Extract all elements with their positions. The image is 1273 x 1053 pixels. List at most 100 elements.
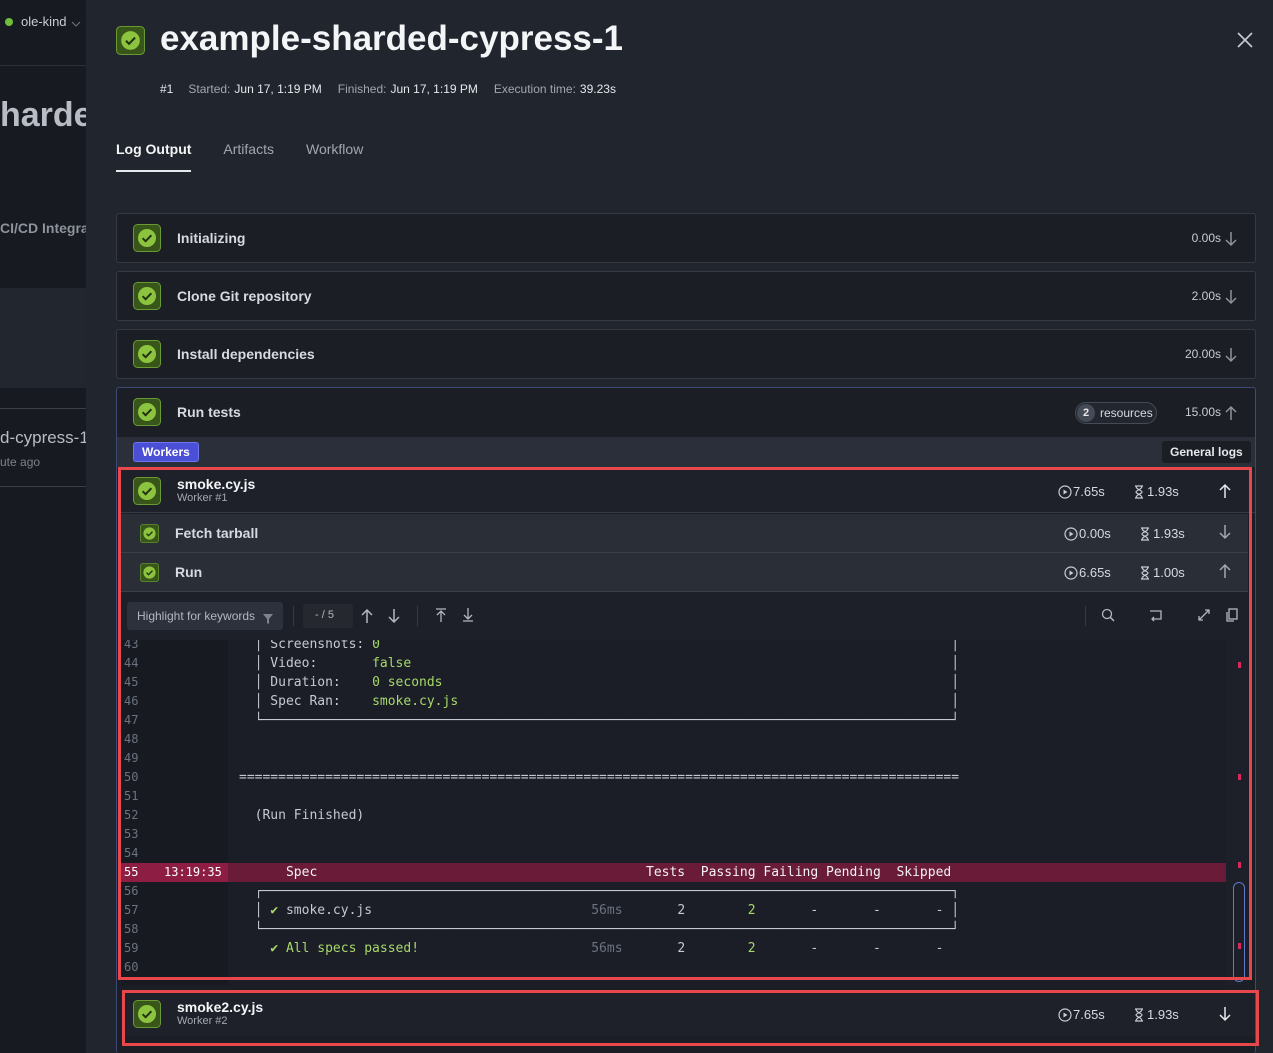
- log-text: 2: [622, 941, 748, 956]
- step-duration: 0.00s: [1191, 231, 1221, 245]
- log-text: │: [411, 656, 960, 671]
- fullscreen-button[interactable]: [1197, 608, 1211, 627]
- tab-underline: [116, 170, 192, 172]
- log-line: │ Screenshots: 0 │: [239, 640, 959, 654]
- expand-arrow[interactable]: [1224, 405, 1238, 426]
- expand-arrow[interactable]: [1218, 524, 1232, 545]
- scrollbar-thumb[interactable]: [1233, 882, 1245, 982]
- log-text: ✔: [270, 903, 279, 918]
- worker-step-row[interactable]: Fetch tarball 0.00s 1.93s: [121, 514, 1248, 553]
- meta-execution-label: Execution time:: [493, 82, 576, 96]
- log-text: Spec Tests Passing Failing Pending Skipp…: [239, 865, 952, 880]
- step-status-icon: [133, 224, 161, 257]
- run-time-icon: [1058, 1008, 1072, 1027]
- step-card[interactable]: Install dependencies 20.00s: [116, 329, 1256, 379]
- line-number: 52: [124, 808, 139, 822]
- item-title[interactable]: d-cypress-1: [0, 428, 86, 447]
- item-time: ute ago: [0, 455, 41, 469]
- step-card[interactable]: Clone Git repository 2.00s: [116, 271, 1256, 321]
- copy-button[interactable]: [1225, 608, 1239, 627]
- log-text: 56ms: [591, 941, 623, 956]
- tab[interactable]: Workflow: [306, 141, 364, 157]
- expand-arrow[interactable]: [1224, 231, 1238, 252]
- log-line: └───────────────────────────────────────…: [239, 920, 959, 939]
- cluster-chevron: [71, 16, 81, 34]
- log-text: ========================================…: [239, 770, 960, 785]
- line-number: 47: [124, 713, 139, 727]
- log-line: ┌───────────────────────────────────────…: [239, 882, 959, 901]
- expand-arrow[interactable]: [1218, 1006, 1232, 1027]
- close-button[interactable]: [1237, 32, 1253, 53]
- log-text: │ Spec Ran:: [239, 694, 373, 709]
- line-number: 50: [124, 770, 139, 784]
- log-text: (Run Finished): [239, 808, 365, 823]
- worker-file: smoke2.cy.js: [177, 999, 264, 1015]
- resources-pill[interactable]: 2 resources: [1075, 402, 1157, 424]
- wait-time: 1.93s: [1147, 484, 1179, 499]
- workers-bar: [117, 437, 1255, 467]
- log-text: 2: [747, 903, 756, 918]
- general-logs-button[interactable]: General logs: [1162, 441, 1251, 463]
- line-number: 57: [124, 903, 139, 917]
- wait-time: 1.93s: [1147, 1007, 1179, 1022]
- step-card[interactable]: Initializing 0.00s: [116, 213, 1256, 263]
- log-gutter: [121, 640, 228, 985]
- wrap-button[interactable]: [1149, 608, 1163, 627]
- step-duration: 15.00s: [1184, 405, 1221, 419]
- search-button[interactable]: [1101, 608, 1115, 627]
- log-text: │: [458, 694, 960, 709]
- match-marker: [1238, 662, 1241, 668]
- worker-step-status-icon: [140, 563, 159, 587]
- scrollbar-track: [1226, 640, 1248, 985]
- log-line: ========================================…: [239, 768, 959, 787]
- workers-tab[interactable]: Workers: [133, 442, 199, 462]
- step-name: Initializing: [177, 230, 246, 246]
- log-text: false: [372, 656, 412, 671]
- worker-row[interactable]: smoke2.cy.js Worker #2 7.65s 1.93s: [121, 993, 1255, 1036]
- tab[interactable]: Log Output: [116, 141, 192, 157]
- worker-row[interactable]: smoke.cy.js Worker #1 7.65s 1.93s: [121, 470, 1255, 513]
- log-line: │ Video: false │: [239, 654, 959, 673]
- expand-arrow[interactable]: [1224, 347, 1238, 368]
- list-item: [0, 408, 86, 487]
- resources-label: resources: [1100, 406, 1153, 420]
- meta-run-number: #1: [160, 82, 174, 96]
- keyword-filter[interactable]: Highlight for keywords: [127, 602, 283, 630]
- line-number: 56: [124, 884, 139, 898]
- log-text: ┌───────────────────────────────────────…: [239, 884, 960, 899]
- log-line: ✔ All specs passed! 56ms 2 2 - - -: [239, 939, 943, 958]
- worker-label: Worker #2: [177, 1015, 228, 1027]
- meta-finished: Jun 17, 1:19 PM: [390, 82, 478, 96]
- log-output: 43 │ Screenshots: 0 │ 44 │ Video: false │…: [121, 640, 1248, 985]
- tab[interactable]: Artifacts: [223, 141, 274, 157]
- next-match[interactable]: [387, 608, 401, 629]
- expand-arrow[interactable]: [1218, 483, 1232, 504]
- log-line: │ ✔ smoke.cy.js 56ms 2 2 - - - │: [239, 901, 959, 920]
- step-name: Clone Git repository: [177, 288, 312, 304]
- worker-step-row[interactable]: Run 6.65s 1.00s: [121, 553, 1248, 592]
- worker-status-icon: [133, 477, 161, 510]
- run-time-icon: [1058, 485, 1072, 504]
- step-name: Install dependencies: [177, 346, 315, 362]
- line-number: 48: [124, 732, 139, 746]
- scroll-bottom[interactable]: [461, 608, 475, 627]
- run-time-icon: [1064, 566, 1078, 585]
- expand-arrow[interactable]: [1224, 289, 1238, 310]
- log-toolbar: Highlight for keywords - / 5: [121, 592, 1248, 640]
- log-text: - - -: [755, 941, 944, 956]
- log-text: 0 seconds: [372, 675, 443, 690]
- prev-match[interactable]: [360, 608, 374, 629]
- meta-started: Jun 17, 1:19 PM: [234, 82, 322, 96]
- log-text: └───────────────────────────────────────…: [239, 922, 960, 937]
- log-text: 0: [372, 640, 380, 652]
- step-status-icon: [133, 282, 161, 315]
- highlight-box: [118, 467, 1252, 980]
- wait-time-icon: [1133, 1008, 1145, 1027]
- cluster-name[interactable]: ole-kind: [21, 14, 67, 29]
- meta-started-label: Started:: [188, 82, 231, 96]
- scroll-top[interactable]: [434, 608, 448, 627]
- expand-arrow[interactable]: [1218, 563, 1232, 584]
- line-number: 44: [124, 656, 139, 670]
- section-title: CI/CD Integrat: [0, 220, 86, 236]
